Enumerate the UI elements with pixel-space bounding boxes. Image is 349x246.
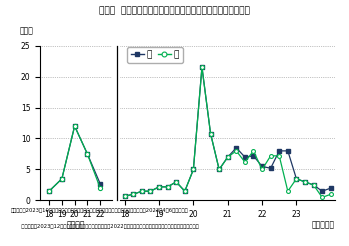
Legend: 旧, 新: 旧, 新 [127,47,183,63]
Text: （注）旧は2023年10月公表の「家計可処分所得・家計貯蓄率四半期別速報（参考系列）（2023年4～6月期）」、: （注）旧は2023年10月公表の「家計可処分所得・家計貯蓄率四半期別速報（参考系… [10,208,188,213]
Text: （四半期）: （四半期） [312,221,335,230]
Text: 図表３  家計貯蓄率はコロナ禍前の水準を下回っている可能性: 図表３ 家計貯蓄率はコロナ禍前の水準を下回っている可能性 [99,6,250,15]
Text: （年度）: （年度） [67,221,85,230]
Text: 新は年度が2023年12月公表の「国民経済計算年次改定（2022年度）」、四半期がニッセイ基礎研究所による試算値: 新は年度が2023年12月公表の「国民経済計算年次改定（2022年度）」、四半期… [10,224,199,229]
Text: （％）: （％） [19,27,33,36]
